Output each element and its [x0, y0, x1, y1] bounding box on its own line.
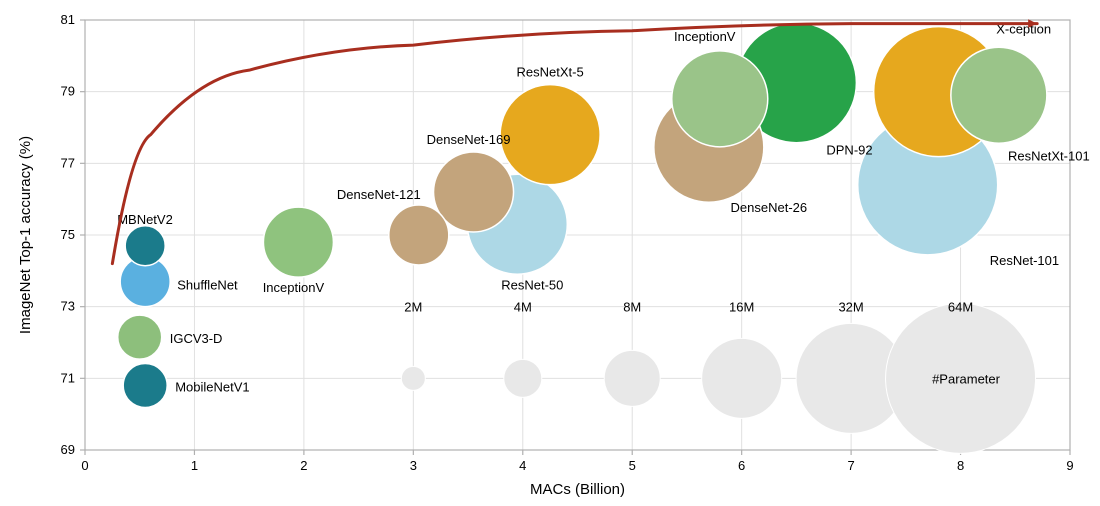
x-tick-label: 4 — [519, 458, 526, 473]
bubble-chart: 0 1 2 3 4 5 6 7 8 9 69 71 73 75 77 79 81 MACs (Billion) Im… — [0, 0, 1100, 506]
legend-bubble-label: 32M — [838, 300, 863, 315]
legend-bubble — [401, 366, 425, 390]
legend-bubble — [604, 350, 660, 406]
model-label: ShuffleNet — [177, 278, 238, 293]
x-tick-label: 2 — [300, 458, 307, 473]
legend-bubble-label: 4M — [514, 300, 532, 315]
legend-bubble-label: 8M — [623, 300, 641, 315]
legend-bubble — [702, 338, 782, 418]
y-tick-label: 71 — [61, 370, 75, 385]
model-bubble — [118, 315, 162, 359]
x-tick-label: 7 — [847, 458, 854, 473]
y-tick-label: 73 — [61, 299, 75, 314]
x-tick-label: 3 — [410, 458, 417, 473]
legend-bubble-label: 16M — [729, 300, 754, 315]
model-bubble — [951, 47, 1047, 143]
model-bubble — [389, 205, 449, 265]
x-tick-label: 5 — [629, 458, 636, 473]
model-label: IGCV3-D — [170, 331, 223, 346]
model-label: ResNetXt-101 — [1008, 148, 1090, 163]
legend-bubble-label: 2M — [404, 300, 422, 315]
x-tick-label: 0 — [81, 458, 88, 473]
x-axis-label: MACs (Billion) — [530, 481, 625, 498]
model-label: DenseNet-121 — [337, 187, 421, 202]
model-label: ResNet-50 — [501, 277, 563, 292]
x-tick-label: 6 — [738, 458, 745, 473]
model-bubble — [125, 226, 165, 266]
x-tick-label: 8 — [957, 458, 964, 473]
y-tick-label: 69 — [61, 442, 75, 457]
y-tick-label: 81 — [61, 12, 75, 27]
model-bubble — [500, 85, 600, 185]
legend-bubble — [504, 359, 542, 397]
model-label: ResNetXt-5 — [517, 65, 584, 80]
y-tick-label: 77 — [61, 155, 75, 170]
model-label: DenseNet-26 — [731, 200, 808, 215]
model-label: MobileNetV1 — [175, 380, 249, 395]
model-label: InceptionV — [263, 280, 325, 295]
x-tick-label: 1 — [191, 458, 198, 473]
model-bubble — [672, 51, 768, 147]
param-annotation: #Parameter — [932, 371, 1001, 386]
x-tick-label: 9 — [1066, 458, 1073, 473]
model-label: MBNetV2 — [117, 212, 173, 227]
y-axis-label: ImageNet Top-1 accuracy (%) — [17, 136, 34, 334]
model-label: DPN-92 — [826, 143, 872, 158]
legend-bubble-label: 64M — [948, 300, 973, 315]
model-label: InceptionV — [674, 29, 736, 44]
y-tick-label: 79 — [61, 84, 75, 99]
model-bubble — [263, 207, 333, 277]
model-label: ResNet-101 — [990, 253, 1059, 268]
y-tick-label: 75 — [61, 227, 75, 242]
model-label: DenseNet-169 — [427, 132, 511, 147]
model-bubble — [123, 364, 167, 408]
